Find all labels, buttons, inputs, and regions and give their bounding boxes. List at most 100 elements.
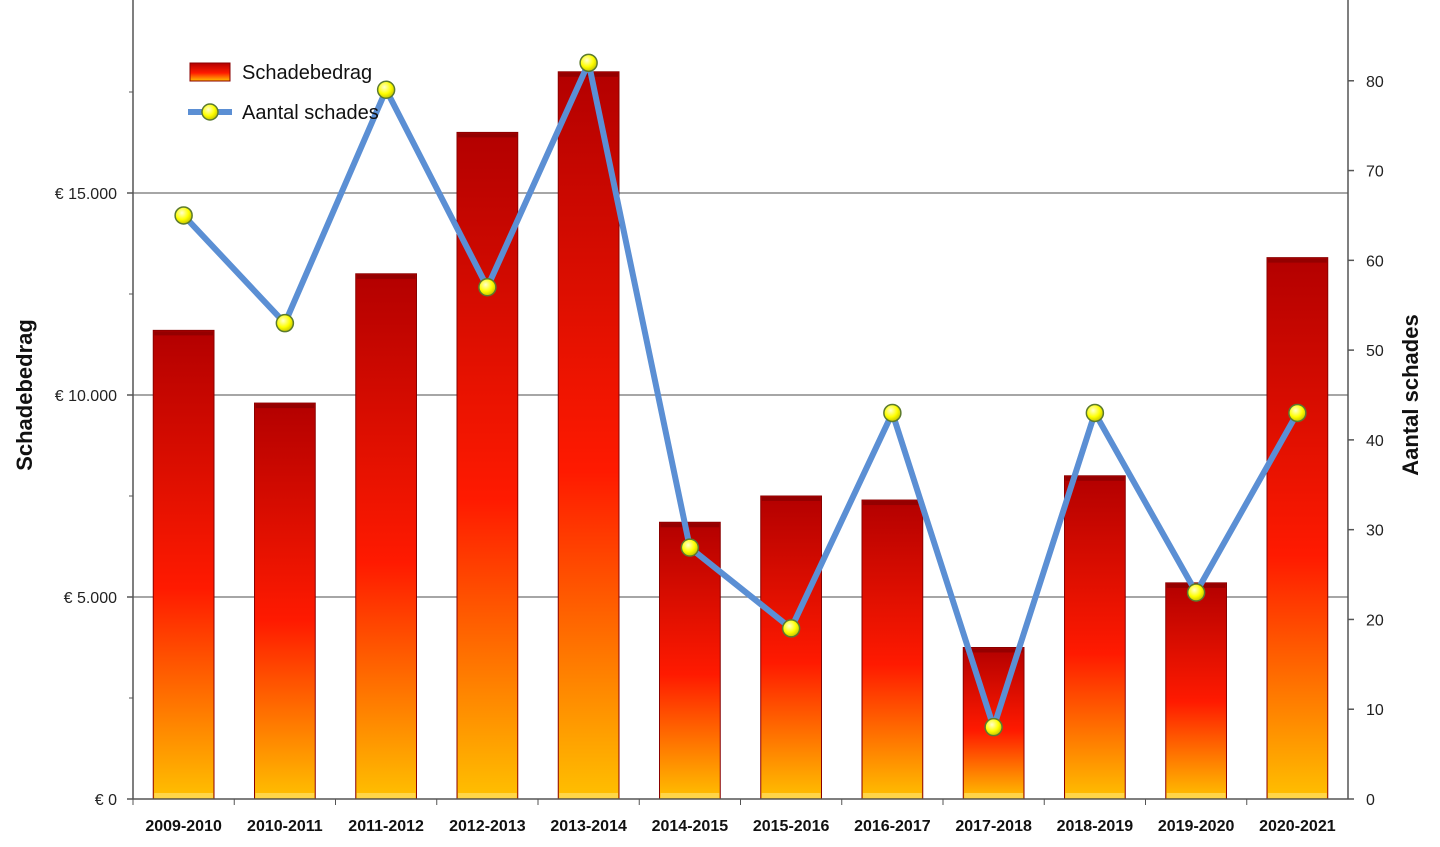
data-point bbox=[1085, 403, 1105, 423]
y2-tick-label: 10 bbox=[1366, 702, 1384, 719]
bar bbox=[456, 131, 519, 800]
legend-item-aantal-schades: Aantal schades bbox=[188, 102, 379, 124]
bar-bottom-bevel bbox=[154, 793, 213, 798]
bar-group bbox=[659, 521, 721, 800]
x-tick-label: 2011-2012 bbox=[348, 818, 424, 835]
x-tick-label: 2015-2016 bbox=[753, 818, 830, 835]
bar bbox=[1165, 582, 1227, 800]
y-tick-label: € 15.000 bbox=[55, 186, 117, 203]
bar bbox=[861, 499, 924, 800]
bar bbox=[760, 495, 822, 800]
legend-swatch-bar bbox=[189, 62, 231, 82]
y2-tick-label: 60 bbox=[1366, 253, 1384, 270]
series-line bbox=[181, 59, 1300, 731]
data-point bbox=[275, 313, 295, 333]
y2-tick-label: 90 bbox=[1366, 0, 1384, 1]
legend-label: Schadebedrag bbox=[242, 62, 372, 84]
bar bbox=[557, 71, 620, 800]
x-tick-label: 2017-2018 bbox=[955, 818, 1032, 835]
bar bbox=[659, 521, 721, 800]
data-point bbox=[1288, 403, 1307, 423]
bar-group bbox=[456, 131, 519, 800]
x-tick-label: 2016-2017 bbox=[854, 818, 931, 835]
x-tick-label: 2018-2019 bbox=[1057, 818, 1134, 835]
data-point bbox=[376, 80, 396, 100]
bar bbox=[1266, 257, 1329, 800]
y2-tick-label: 40 bbox=[1366, 433, 1384, 450]
bar-bottom-bevel bbox=[356, 793, 416, 798]
bar-bottom-bevel bbox=[660, 793, 720, 798]
bar-bottom-bevel bbox=[458, 793, 517, 798]
bar-top-bevel bbox=[458, 133, 517, 138]
x-tick-label: 2014-2015 bbox=[652, 818, 729, 835]
axis-labels: € 0 € 5.000 € 10.000 € 15.000 € 20.000 0 10 20 3… bbox=[12, 0, 1423, 835]
bar-group bbox=[1165, 582, 1227, 800]
bar-bottom-bevel bbox=[863, 793, 922, 798]
y2-tick-label: 80 bbox=[1366, 74, 1384, 91]
x-tick-label: 2020-2021 bbox=[1259, 818, 1336, 835]
bar-top-bevel bbox=[1065, 476, 1125, 481]
legend-item-schadebedrag: Schadebedrag bbox=[189, 62, 372, 84]
y2-axis-title: Aantal schades bbox=[1398, 314, 1423, 475]
x-tick-label: 2010-2011 bbox=[247, 818, 323, 835]
bar-group bbox=[557, 71, 620, 800]
y-tick-label: € 20.000 bbox=[55, 0, 117, 1]
bar-top-bevel bbox=[660, 523, 720, 528]
bar-bottom-bevel bbox=[255, 793, 315, 798]
bar-bottom-bevel bbox=[1166, 793, 1226, 798]
bar-bottom-bevel bbox=[1268, 793, 1327, 798]
data-point bbox=[883, 403, 902, 423]
bar-bottom-bevel bbox=[1065, 793, 1125, 798]
data-point bbox=[1186, 583, 1206, 602]
bar-top-bevel bbox=[863, 501, 922, 506]
legend: Schadebedrag Aantal schades bbox=[188, 62, 379, 124]
bar-group bbox=[1266, 257, 1329, 800]
legend-swatch-marker bbox=[201, 103, 219, 121]
bar-top-bevel bbox=[761, 497, 821, 501]
bar-group bbox=[254, 402, 316, 800]
y2-tick-label: 20 bbox=[1366, 612, 1384, 629]
y-tick-label: € 5.000 bbox=[64, 590, 117, 607]
y-tick-label: € 0 bbox=[95, 792, 117, 809]
bar-group bbox=[1064, 475, 1126, 800]
bar bbox=[1064, 475, 1126, 800]
y2-tick-label: 0 bbox=[1366, 792, 1375, 809]
data-point bbox=[579, 53, 598, 73]
bar-group bbox=[760, 495, 822, 800]
y-tick-label: € 10.000 bbox=[55, 388, 117, 405]
data-point bbox=[984, 717, 1003, 737]
x-tick-label: 2012-2013 bbox=[449, 818, 526, 835]
y-axis-title: Schadebedrag bbox=[12, 319, 37, 471]
bar bbox=[355, 273, 417, 800]
data-point bbox=[680, 538, 700, 557]
data-point bbox=[174, 206, 193, 225]
bar-group bbox=[861, 499, 924, 800]
gridlines bbox=[133, 192, 1348, 598]
bar-top-bevel bbox=[255, 404, 315, 409]
bar bbox=[152, 329, 215, 800]
bar-top-bevel bbox=[1268, 258, 1327, 263]
data-point bbox=[478, 278, 497, 297]
bar-group bbox=[355, 273, 417, 800]
y2-tick-label: 70 bbox=[1366, 164, 1384, 181]
x-tick-label: 2009-2010 bbox=[145, 818, 222, 835]
bar-bottom-bevel bbox=[559, 793, 618, 798]
data-point bbox=[781, 619, 801, 638]
x-tick-label: 2013-2014 bbox=[550, 818, 627, 835]
bars-schadebedrag bbox=[152, 71, 1329, 800]
y2-tick-label: 30 bbox=[1366, 523, 1384, 540]
bar-bottom-bevel bbox=[761, 793, 821, 798]
bar-top-bevel bbox=[154, 331, 213, 336]
line-aantal-schades bbox=[174, 53, 1307, 737]
bar-top-bevel bbox=[356, 274, 416, 279]
bar-top-bevel bbox=[964, 648, 1023, 653]
y2-tick-label: 50 bbox=[1366, 343, 1384, 360]
bar bbox=[254, 402, 316, 800]
axes bbox=[127, 0, 1354, 805]
bar-group bbox=[152, 329, 215, 800]
bar-bottom-bevel bbox=[964, 793, 1023, 798]
x-tick-label: 2019-2020 bbox=[1158, 818, 1235, 835]
legend-label: Aantal schades bbox=[242, 102, 379, 124]
